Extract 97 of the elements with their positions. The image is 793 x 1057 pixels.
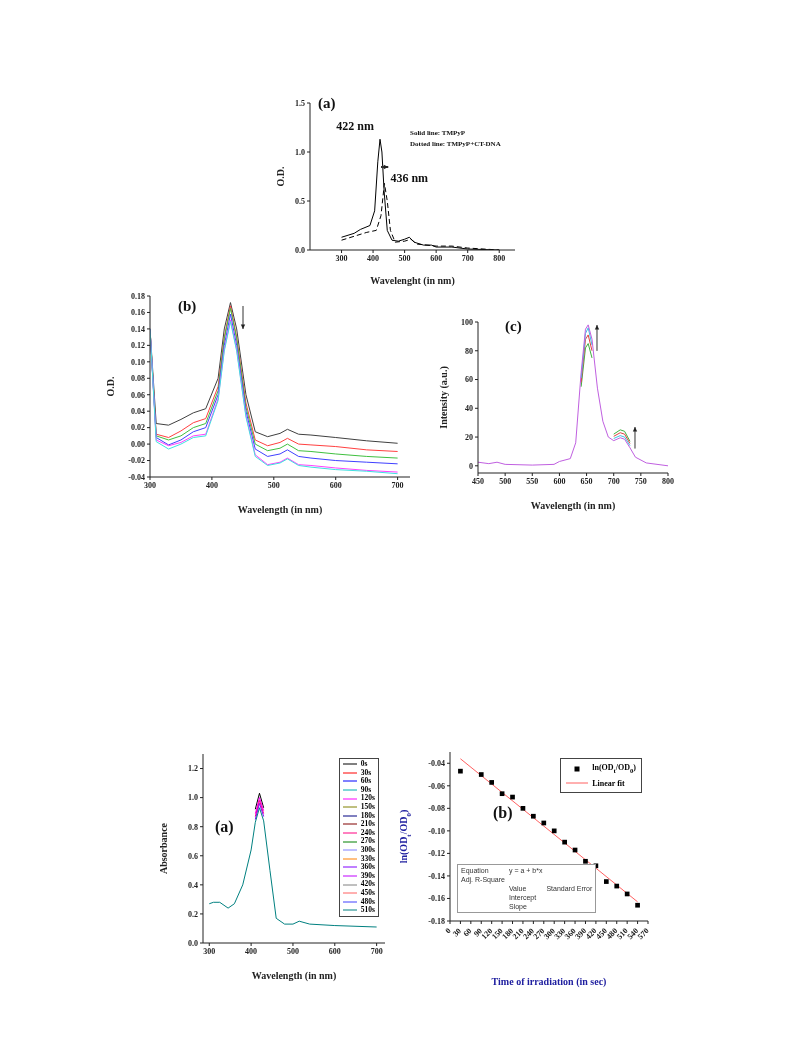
x-tick-label: 300 bbox=[203, 946, 216, 956]
point bbox=[551, 828, 557, 834]
y-tick-label: 100 bbox=[461, 317, 473, 327]
y-axis-title: Intensity (a.u.) bbox=[438, 366, 450, 429]
y-axis-title: O.D. bbox=[105, 376, 116, 397]
y-axis-title: O.D. bbox=[275, 166, 286, 187]
y-tick-label: 0.5 bbox=[295, 196, 305, 206]
y-tick-label: 0.2 bbox=[188, 909, 198, 919]
y-tick-label: 0.4 bbox=[188, 880, 198, 890]
point bbox=[520, 805, 526, 811]
x-tick-label: 600 bbox=[328, 946, 341, 956]
point bbox=[541, 820, 547, 826]
y-tick-label: -0.04 bbox=[128, 472, 145, 482]
x-axis-title: Wavelength (in nm) bbox=[237, 504, 323, 516]
y-tick-label: -0.02 bbox=[128, 456, 145, 466]
y-tick-label: -0.08 bbox=[428, 804, 445, 814]
point bbox=[635, 902, 640, 908]
x-axis-title: Wavelenght (in nm) bbox=[370, 275, 455, 287]
y-tick-label: 0.02 bbox=[131, 423, 145, 433]
x-tick-label: 500 bbox=[286, 946, 299, 956]
point bbox=[583, 858, 588, 864]
point bbox=[458, 768, 463, 774]
x-tick-label: 500 bbox=[499, 476, 512, 486]
x-axis-title: Wavelength (in nm) bbox=[530, 500, 616, 512]
annotation: (a) bbox=[215, 818, 234, 836]
x-tick-label: 700 bbox=[391, 480, 404, 490]
y-tick-label: 1.0 bbox=[295, 147, 305, 157]
annotation: (a) bbox=[318, 95, 336, 112]
x-tick-label: 650 bbox=[580, 476, 593, 486]
line-series bbox=[208, 807, 378, 928]
x-tick-label: 750 bbox=[634, 476, 647, 486]
y-tick-label: 1.2 bbox=[188, 764, 198, 774]
x-tick-label: 700 bbox=[370, 946, 383, 956]
y-tick-label: 0.06 bbox=[131, 390, 145, 400]
y-tick-label: -0.06 bbox=[428, 781, 445, 791]
point bbox=[562, 839, 567, 845]
y-tick-label: -0.10 bbox=[428, 826, 445, 836]
y-tick-label: 1.5 bbox=[295, 98, 305, 108]
point bbox=[624, 891, 630, 897]
y-tick-label: 0.08 bbox=[131, 374, 145, 384]
y-tick-label: 60 bbox=[465, 375, 473, 385]
y-tick-label: 1.0 bbox=[188, 793, 198, 803]
x-tick-label: 600 bbox=[329, 480, 342, 490]
y-tick-label: 0.00 bbox=[131, 439, 145, 449]
x-tick-label: 30 bbox=[451, 926, 464, 939]
annotation: (b) bbox=[493, 804, 513, 822]
y-tick-label: 0.10 bbox=[131, 357, 145, 367]
x-tick-label: 500 bbox=[398, 253, 411, 263]
y-tick-label: -0.18 bbox=[428, 916, 445, 926]
y-tick-label: 0.16 bbox=[131, 308, 145, 318]
y-axis-title: Absorbance bbox=[158, 822, 169, 875]
y-tick-label: 0 bbox=[469, 461, 473, 471]
y-tick-label: 20 bbox=[465, 432, 473, 442]
x-tick-label: 400 bbox=[205, 480, 218, 490]
point bbox=[478, 772, 484, 777]
x-axis-title: Time of irradiation (in sec) bbox=[491, 976, 607, 988]
annotation: (b) bbox=[178, 298, 197, 315]
legend-label: Linear fit bbox=[592, 778, 625, 788]
y-tick-label: 80 bbox=[465, 346, 473, 356]
x-tick-label: 300 bbox=[335, 253, 348, 263]
point bbox=[614, 883, 620, 889]
y-tick-label: -0.12 bbox=[428, 849, 445, 859]
y-tick-label: 0.04 bbox=[131, 407, 145, 417]
point bbox=[531, 813, 536, 819]
x-tick-label: 600 bbox=[553, 476, 566, 486]
x-tick-label: 600 bbox=[430, 253, 443, 263]
x-axis-title: Wavelength (in nm) bbox=[251, 970, 337, 982]
x-tick-label: 400 bbox=[367, 253, 380, 263]
y-tick-label: 0.14 bbox=[131, 324, 145, 334]
y-tick-label: -0.04 bbox=[428, 759, 445, 769]
x-tick-label: 700 bbox=[607, 476, 620, 486]
annotation: 436 nm bbox=[390, 170, 429, 185]
y-tick-label: 0.6 bbox=[188, 851, 198, 861]
x-tick-label: 700 bbox=[461, 253, 474, 263]
x-tick-label: 300 bbox=[144, 480, 156, 490]
y-tick-label: 0.0 bbox=[295, 245, 305, 255]
x-tick-label: 800 bbox=[493, 253, 506, 263]
y-tick-label: 0.12 bbox=[131, 341, 145, 351]
y-tick-label: 40 bbox=[465, 404, 473, 414]
point bbox=[489, 780, 495, 785]
y-tick-label: 0.18 bbox=[131, 291, 145, 301]
y-tick-label: 0.0 bbox=[188, 938, 198, 948]
x-tick-label: 0 bbox=[443, 926, 453, 936]
x-tick-label: 500 bbox=[267, 480, 280, 490]
x-tick-label: 800 bbox=[662, 476, 674, 486]
x-tick-label: 400 bbox=[245, 946, 258, 956]
y-tick-label: -0.16 bbox=[428, 894, 445, 904]
annotation: (c) bbox=[505, 318, 522, 335]
point bbox=[499, 791, 505, 797]
point bbox=[603, 879, 609, 884]
x-tick-label: 450 bbox=[472, 476, 484, 486]
legend-label: ln(OD$_{t}$/OD$_{0}$) bbox=[592, 763, 636, 774]
annotation: 422 nm bbox=[336, 118, 375, 133]
point bbox=[510, 794, 515, 800]
y-tick-label: -0.14 bbox=[428, 871, 445, 881]
x-tick-label: 550 bbox=[526, 476, 539, 486]
y-tick-label: 0.8 bbox=[188, 822, 198, 832]
